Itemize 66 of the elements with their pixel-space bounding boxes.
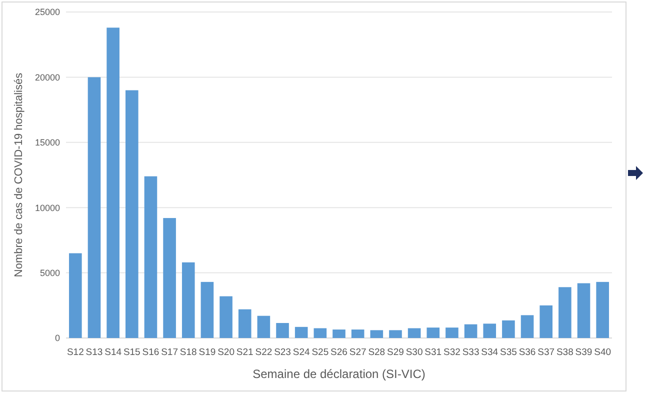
x-tick-label: S13	[86, 347, 103, 358]
bar	[294, 326, 308, 338]
x-tick-label: S40	[594, 347, 612, 358]
x-tick-label: S12	[66, 347, 84, 358]
bar	[389, 330, 402, 338]
y-tick-label: 15000	[34, 138, 60, 148]
x-tick-label: S27	[349, 347, 366, 358]
bar	[238, 309, 252, 338]
x-tick-label: S23	[274, 347, 291, 358]
bar	[332, 330, 346, 338]
bar	[200, 282, 214, 338]
x-tick-label: S36	[518, 347, 536, 358]
bar	[257, 316, 270, 338]
x-tick-label: S21	[236, 347, 254, 358]
bar	[426, 328, 440, 338]
x-tick-label: S14	[104, 347, 122, 358]
bar	[370, 330, 384, 338]
y-axis-title: Nombre de cas de COVID-19 hospitalisés	[13, 72, 25, 278]
x-tick-label: S28	[368, 347, 386, 358]
bar	[577, 283, 590, 338]
x-tick-label: S25	[312, 347, 329, 358]
x-tick-label: S39	[575, 347, 592, 358]
bar	[502, 320, 515, 338]
x-tick-label: S31	[424, 347, 442, 358]
bar	[276, 323, 289, 338]
bar	[88, 77, 101, 338]
bar	[125, 90, 138, 338]
x-tick-label: S32	[444, 347, 460, 358]
x-tick-label: S29	[387, 347, 404, 358]
x-tick-label: S19	[198, 347, 216, 358]
y-tick-label: 25000	[34, 7, 60, 18]
x-tick-label: S20	[218, 347, 234, 358]
x-tick-label: S24	[292, 347, 310, 358]
x-tick-label: S26	[330, 347, 348, 358]
bar	[106, 28, 120, 338]
bar	[182, 262, 195, 338]
x-tick-label: S16	[142, 347, 160, 358]
bar	[558, 287, 572, 338]
y-tick-label: 20000	[34, 72, 60, 82]
bar	[408, 328, 421, 338]
bar	[351, 330, 364, 338]
bar	[464, 324, 478, 338]
bar	[69, 253, 82, 338]
bar	[163, 218, 176, 338]
x-tick-label: S30	[406, 347, 423, 358]
bar	[220, 296, 232, 338]
bar	[483, 324, 496, 338]
x-tick-label: S33	[462, 347, 480, 358]
x-tick-label: S18	[180, 347, 197, 358]
x-tick-label: S38	[556, 347, 574, 358]
x-axis-title: Semaine de déclaration (SI-VIC)	[252, 367, 426, 381]
x-tick-label: S35	[500, 347, 517, 358]
y-tick-label: 0	[54, 333, 60, 344]
bar	[596, 282, 609, 338]
x-tick-label: S17	[161, 347, 178, 358]
bar	[520, 315, 534, 338]
x-tick-label: S37	[538, 347, 555, 358]
x-tick-label: S15	[123, 347, 140, 358]
y-tick-label: 10000	[34, 202, 60, 213]
x-tick-label: S22	[255, 347, 272, 358]
bar	[144, 176, 158, 338]
bar	[540, 305, 553, 338]
bar	[446, 328, 458, 338]
bar	[314, 328, 327, 338]
x-tick-label: S34	[481, 347, 498, 358]
y-tick-label: 5000	[40, 268, 60, 278]
